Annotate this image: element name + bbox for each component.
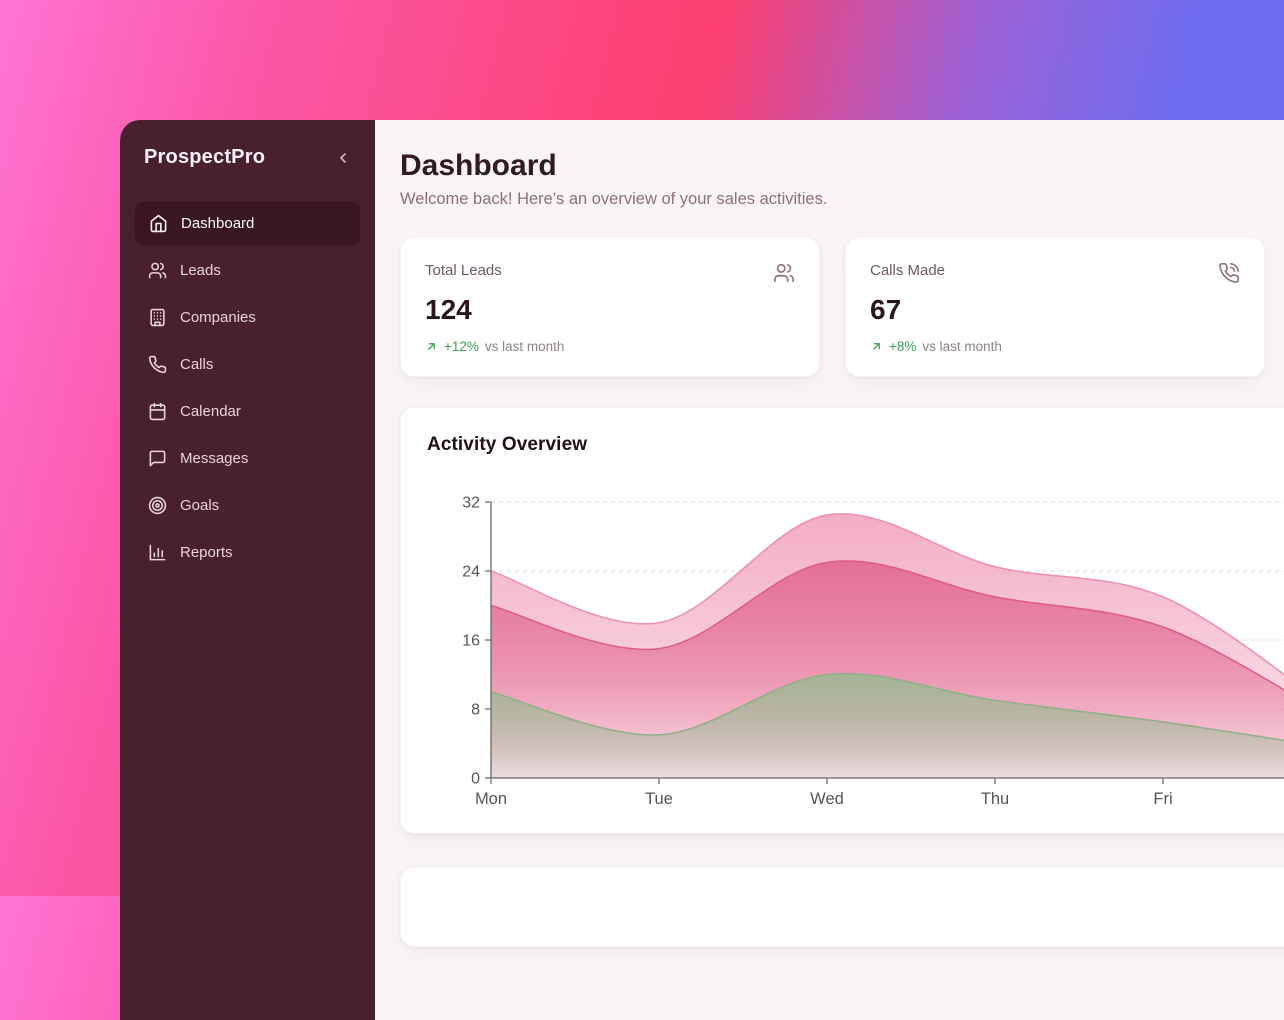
svg-text:Mon: Mon <box>475 790 507 808</box>
svg-text:0: 0 <box>471 771 480 788</box>
stat-trend: +12% vs last month <box>425 339 795 354</box>
sidebar-item-label: Calendar <box>180 403 241 420</box>
activity-chart: 0 8 16 24 32 Mon Tue Wed Thu Fri <box>462 495 1284 808</box>
stat-value: 67 <box>870 294 902 325</box>
brand-name: ProspectPro <box>144 146 266 168</box>
sidebar-item-calls[interactable]: Calls <box>134 342 361 387</box>
activity-overview-card: Activity Overview 0 8 16 24 32 Mon Tue Wed Thu Fr… <box>400 407 1284 834</box>
target-icon <box>148 496 167 515</box>
sidebar: ProspectPro Dashboard Leads <box>120 120 375 1020</box>
sidebar-item-label: Dashboard <box>181 215 255 232</box>
phone-icon <box>148 355 167 374</box>
sidebar-item-label: Goals <box>180 497 220 514</box>
stat-card-calls-made: Calls Made 67 +8% vs last month <box>845 237 1265 377</box>
message-square-icon <box>148 449 167 468</box>
sidebar-item-leads[interactable]: Leads <box>134 248 361 293</box>
trend-change: +12% <box>444 339 479 354</box>
page-subtitle: Welcome back! Here's an overview of your… <box>400 190 828 208</box>
trend-suffix: vs last month <box>922 339 1002 354</box>
home-icon <box>149 214 168 233</box>
chart-title: Activity Overview <box>427 434 588 455</box>
sidebar-item-label: Leads <box>180 262 221 279</box>
sidebar-item-label: Companies <box>180 309 256 326</box>
sidebar-item-calendar[interactable]: Calendar <box>134 389 361 434</box>
main-content: Dashboard Welcome back! Here's an overvi… <box>375 120 1284 1020</box>
app-window: ProspectPro Dashboard Leads <box>120 120 1284 1020</box>
stat-trend: +8% vs last month <box>870 339 1240 354</box>
sidebar-item-label: Messages <box>180 450 249 467</box>
svg-text:24: 24 <box>462 564 480 581</box>
svg-text:Tue: Tue <box>645 790 673 808</box>
trend-up-icon <box>425 340 438 353</box>
svg-text:Fri: Fri <box>1153 790 1172 808</box>
svg-text:Wed: Wed <box>810 790 844 808</box>
users-icon <box>773 262 795 284</box>
sidebar-item-reports[interactable]: Reports <box>134 530 361 575</box>
stat-card-total-leads: Total Leads 124 +12% vs last month <box>400 237 820 377</box>
svg-text:Thu: Thu <box>981 790 1009 808</box>
stat-label: Total Leads <box>425 262 502 279</box>
brand: ProspectPro <box>134 146 361 169</box>
stat-value: 124 <box>425 294 472 325</box>
calendar-icon <box>148 402 167 421</box>
stats-row: Total Leads 124 +12% vs last month Calls <box>400 237 1284 377</box>
stat-label: Calls Made <box>870 262 946 279</box>
partial-card <box>400 867 1284 947</box>
sidebar-item-companies[interactable]: Companies <box>134 295 361 340</box>
svg-text:16: 16 <box>462 633 480 650</box>
building-icon <box>148 308 167 327</box>
sidebar-nav: Dashboard Leads Companies Calls <box>134 201 361 575</box>
sidebar-item-label: Reports <box>180 544 233 561</box>
sidebar-item-goals[interactable]: Goals <box>134 483 361 528</box>
trend-suffix: vs last month <box>484 339 565 354</box>
trend-up-icon <box>870 340 883 353</box>
sidebar-item-dashboard[interactable]: Dashboard <box>134 201 361 246</box>
users-icon <box>148 261 167 280</box>
svg-text:32: 32 <box>462 495 480 512</box>
sidebar-collapse-button[interactable] <box>333 148 353 168</box>
trend-change: +8% <box>889 339 917 354</box>
page-title: Dashboard <box>400 149 557 182</box>
sidebar-item-messages[interactable]: Messages <box>134 436 361 481</box>
chart-area: 0 8 16 24 32 Mon Tue Wed Thu Fri <box>427 480 1284 812</box>
bar-chart-icon <box>148 543 167 562</box>
svg-text:8: 8 <box>471 702 480 719</box>
phone-call-icon <box>1218 262 1240 284</box>
sidebar-item-label: Calls <box>180 356 214 373</box>
chevron-left-icon <box>335 150 351 166</box>
